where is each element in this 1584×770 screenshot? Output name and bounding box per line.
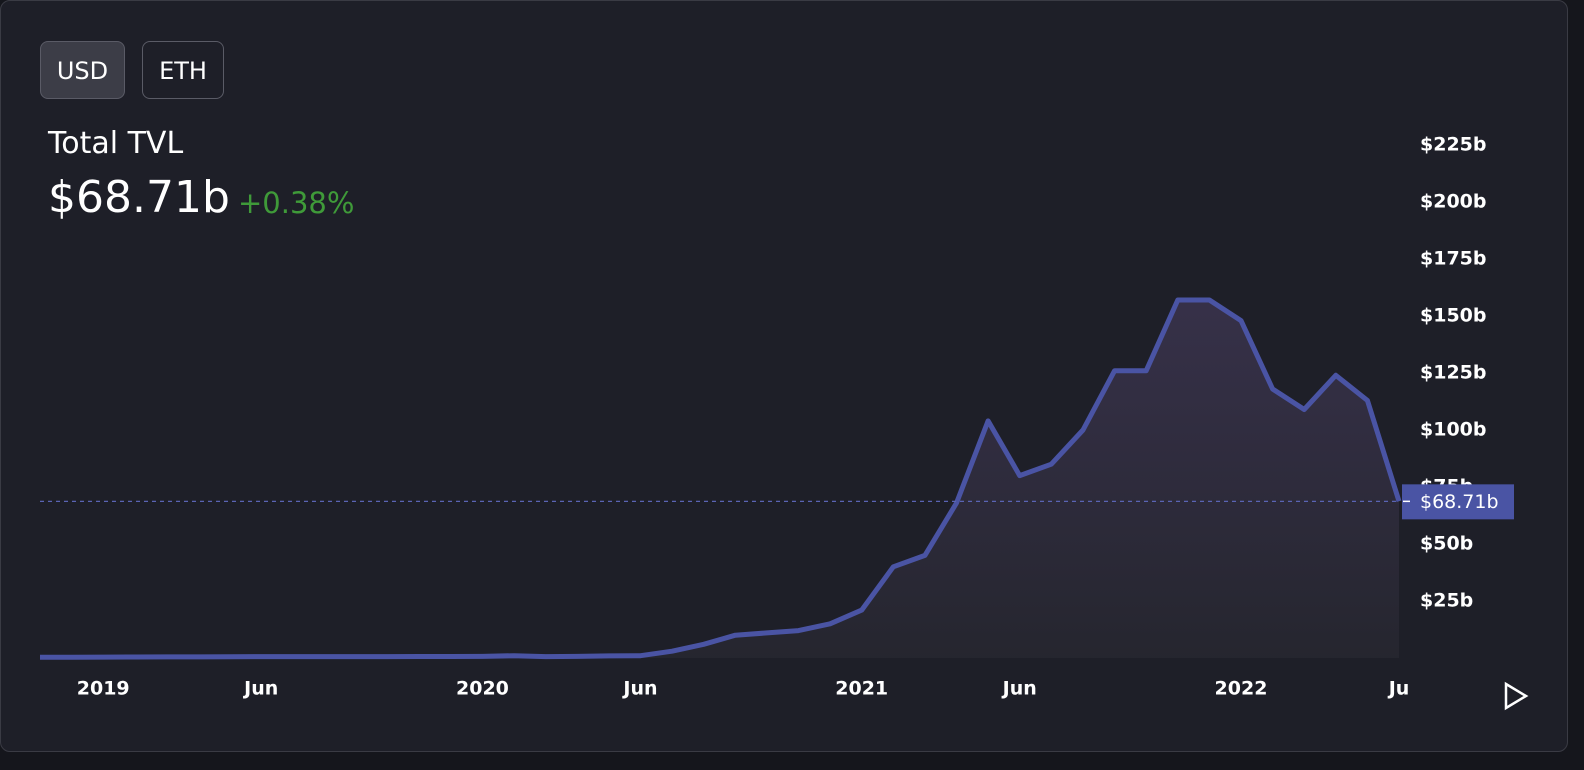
- y-tick-label: $225b: [1420, 134, 1486, 156]
- current-value: $68.71b: [48, 172, 230, 223]
- y-tick-label: $25b: [1420, 590, 1473, 612]
- eth-button[interactable]: ETH: [142, 41, 224, 99]
- x-tick-label: Ju: [1387, 678, 1410, 700]
- x-tick-label: Jun: [242, 678, 278, 700]
- y-tick-label: $50b: [1420, 533, 1473, 555]
- latest-badge: [1402, 484, 1514, 520]
- y-tick-label: $175b: [1420, 248, 1486, 270]
- usd-button[interactable]: USD: [40, 41, 125, 99]
- area: [40, 300, 1399, 658]
- latest-label: $68.71b: [1420, 491, 1499, 513]
- y-tick-label: $200b: [1420, 191, 1486, 213]
- chart-title: Total TVL: [48, 126, 184, 161]
- line: [40, 297, 1402, 660]
- x-tick-label: Jun: [1001, 678, 1037, 700]
- y-tick-label: $100b: [1420, 419, 1486, 441]
- x-tick-label: 2019: [77, 678, 130, 700]
- y-tick-label: $125b: [1420, 362, 1486, 384]
- y-tick-label: $150b: [1420, 305, 1486, 327]
- x-tick-label: 2021: [835, 678, 888, 700]
- x-tick-label: Jun: [621, 678, 657, 700]
- play-button[interactable]: [1504, 681, 1529, 711]
- x-tick-label: 2020: [456, 678, 509, 700]
- x-tick-label: 2022: [1215, 678, 1268, 700]
- change: +0.38%: [238, 186, 355, 220]
